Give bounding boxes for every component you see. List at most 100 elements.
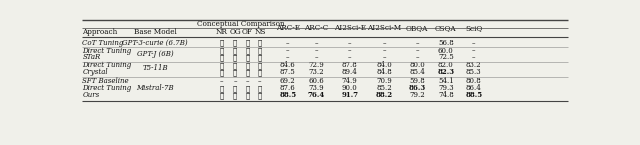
- Text: –: –: [348, 54, 351, 61]
- Text: OG: OG: [229, 28, 241, 36]
- Text: –: –: [415, 47, 419, 55]
- Text: –: –: [286, 54, 289, 61]
- Text: ✗: ✗: [245, 61, 250, 69]
- Text: 74.8: 74.8: [438, 91, 454, 99]
- Text: 76.4: 76.4: [308, 91, 325, 99]
- Text: –: –: [315, 47, 318, 55]
- Text: 90.0: 90.0: [342, 84, 358, 92]
- Text: –: –: [472, 54, 476, 61]
- Text: 88.2: 88.2: [376, 91, 393, 99]
- Text: 84.6: 84.6: [280, 61, 296, 69]
- Text: ✓: ✓: [245, 68, 250, 76]
- Text: –: –: [286, 47, 289, 55]
- Text: 79.3: 79.3: [438, 84, 454, 92]
- Text: ✗: ✗: [258, 54, 262, 61]
- Text: 80.0: 80.0: [409, 61, 425, 69]
- Text: ✗: ✗: [258, 39, 262, 47]
- Text: ✗: ✗: [233, 84, 237, 92]
- Text: –: –: [348, 39, 351, 47]
- Text: 88.5: 88.5: [279, 91, 296, 99]
- Text: 60.6: 60.6: [308, 77, 324, 85]
- Text: –: –: [258, 77, 262, 85]
- Text: 91.7: 91.7: [341, 91, 358, 99]
- Text: Direct Tuning: Direct Tuning: [83, 84, 132, 92]
- Text: 59.8: 59.8: [409, 77, 425, 85]
- Text: 85.2: 85.2: [377, 84, 392, 92]
- Text: ✗: ✗: [233, 61, 237, 69]
- Text: 56.8: 56.8: [438, 39, 454, 47]
- Text: ✓: ✓: [220, 54, 224, 61]
- Text: ✗: ✗: [258, 61, 262, 69]
- Text: 69.2: 69.2: [280, 77, 296, 85]
- Text: 73.2: 73.2: [308, 68, 324, 76]
- Text: –: –: [472, 39, 476, 47]
- Text: –: –: [220, 77, 223, 85]
- Text: Crystal: Crystal: [83, 68, 108, 76]
- Text: ARC-C: ARC-C: [304, 24, 328, 32]
- Text: ARC-E: ARC-E: [276, 24, 300, 32]
- Text: ✓: ✓: [233, 91, 237, 99]
- Text: Approach: Approach: [83, 28, 118, 36]
- Text: ✓: ✓: [245, 91, 250, 99]
- Text: Conceptual Comparison: Conceptual Comparison: [197, 20, 285, 28]
- Text: 83.2: 83.2: [466, 61, 481, 69]
- Text: SFT Baseline: SFT Baseline: [83, 77, 129, 85]
- Text: 87.5: 87.5: [280, 68, 296, 76]
- Text: 85.4: 85.4: [409, 68, 425, 76]
- Text: –: –: [233, 77, 237, 85]
- Text: Direct Tuning: Direct Tuning: [83, 47, 132, 55]
- Text: –: –: [472, 47, 476, 55]
- Text: 85.3: 85.3: [466, 68, 481, 76]
- Text: –: –: [383, 39, 387, 47]
- Text: STaR: STaR: [83, 54, 100, 61]
- Text: 73.9: 73.9: [308, 84, 324, 92]
- Text: Mistral-7B: Mistral-7B: [136, 84, 174, 92]
- Text: CSQA: CSQA: [435, 24, 456, 32]
- Text: 88.5: 88.5: [465, 91, 483, 99]
- Text: GPT-J (6B): GPT-J (6B): [137, 50, 173, 58]
- Text: ✓: ✓: [220, 91, 224, 99]
- Text: AI2Sci-E: AI2Sci-E: [333, 24, 366, 32]
- Text: ✗: ✗: [220, 68, 224, 76]
- Text: AI2Sci-M: AI2Sci-M: [367, 24, 402, 32]
- Text: ✓: ✓: [220, 39, 224, 47]
- Text: NR: NR: [216, 28, 228, 36]
- Text: GPT-3-curie (6.7B): GPT-3-curie (6.7B): [122, 39, 188, 47]
- Text: ✗: ✗: [258, 47, 262, 55]
- Text: 60.0: 60.0: [438, 47, 454, 55]
- Text: Direct Tuning: Direct Tuning: [83, 61, 132, 69]
- Text: ✓: ✓: [233, 54, 237, 61]
- Text: CoT Tuning: CoT Tuning: [83, 39, 124, 47]
- Text: 82.3: 82.3: [437, 68, 454, 76]
- Text: –: –: [315, 54, 318, 61]
- Text: –: –: [383, 54, 387, 61]
- Text: 79.2: 79.2: [409, 91, 425, 99]
- Text: 82.0: 82.0: [438, 61, 454, 69]
- Text: SciQ: SciQ: [465, 24, 483, 32]
- Text: –: –: [383, 47, 387, 55]
- Text: 86.4: 86.4: [466, 84, 481, 92]
- Text: 87.6: 87.6: [280, 84, 296, 92]
- Text: 86.3: 86.3: [408, 84, 426, 92]
- Text: –: –: [315, 39, 318, 47]
- Text: 84.0: 84.0: [377, 61, 392, 69]
- Text: OBQA: OBQA: [406, 24, 428, 32]
- Text: 74.9: 74.9: [342, 77, 358, 85]
- Text: 72.9: 72.9: [308, 61, 324, 69]
- Text: ✓: ✓: [258, 91, 262, 99]
- Text: –: –: [415, 54, 419, 61]
- Text: Base Model: Base Model: [134, 28, 177, 36]
- Text: ✗: ✗: [245, 39, 250, 47]
- Text: 80.8: 80.8: [466, 77, 481, 85]
- Text: ✗: ✗: [258, 84, 262, 92]
- Text: ✗: ✗: [233, 47, 237, 55]
- Text: 87.8: 87.8: [342, 61, 358, 69]
- Text: ✓: ✓: [220, 47, 224, 55]
- Text: T5-11B: T5-11B: [142, 64, 168, 72]
- Text: ✓: ✓: [233, 68, 237, 76]
- Text: ✓: ✓: [220, 84, 224, 92]
- Text: 84.8: 84.8: [377, 68, 392, 76]
- Text: NS: NS: [254, 28, 266, 36]
- Text: ✓: ✓: [220, 61, 224, 69]
- Text: Ours: Ours: [83, 91, 100, 99]
